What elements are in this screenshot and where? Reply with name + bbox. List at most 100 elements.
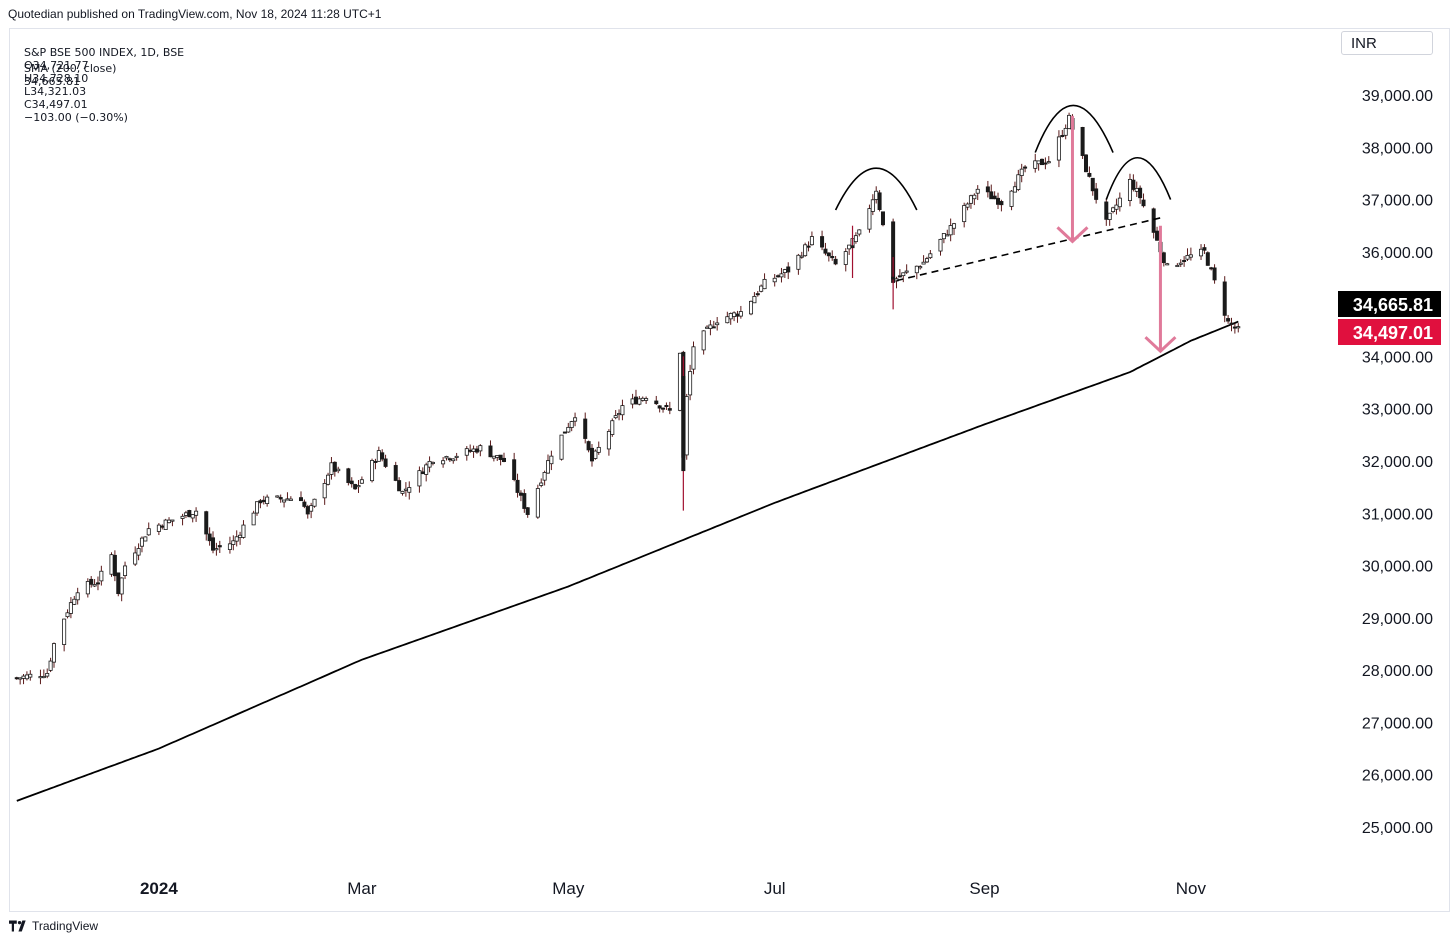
candle-body bbox=[535, 488, 540, 518]
candle bbox=[18, 677, 23, 685]
candle-body bbox=[156, 524, 161, 532]
candle bbox=[833, 256, 838, 266]
candle-body bbox=[85, 581, 90, 595]
candle bbox=[180, 513, 185, 526]
candle bbox=[1114, 198, 1119, 215]
candle-body bbox=[938, 238, 943, 252]
sma-label[interactable]: SMA (200, close) bbox=[24, 62, 117, 75]
sma-line bbox=[16, 320, 1239, 802]
candle-body bbox=[515, 479, 520, 493]
candle-body bbox=[1107, 212, 1112, 220]
symbol-info-line: S&P BSE 500 INDEX, 1D, BSE O34,721.77 H3… bbox=[17, 33, 188, 124]
candle bbox=[1151, 207, 1156, 239]
candle bbox=[298, 491, 303, 502]
y-axis: 39,000.00 38,000.00 37,000.00 36,000.00 34,0… bbox=[1362, 88, 1433, 837]
candle bbox=[48, 657, 53, 673]
annotations-layer bbox=[834, 104, 1177, 354]
candle-body bbox=[495, 455, 500, 458]
candle bbox=[207, 527, 212, 546]
candle-body bbox=[684, 396, 689, 456]
candle bbox=[92, 579, 97, 587]
candle bbox=[471, 445, 476, 458]
candle-body bbox=[112, 554, 117, 577]
candle-body bbox=[762, 278, 767, 290]
candle-body bbox=[518, 492, 523, 496]
candle-body bbox=[1083, 154, 1088, 173]
candle-body bbox=[972, 194, 977, 200]
candle bbox=[454, 452, 459, 461]
candle bbox=[373, 458, 378, 470]
candle-body bbox=[1131, 179, 1136, 190]
tradingview-footer[interactable]: TradingView bbox=[9, 919, 98, 933]
candle bbox=[593, 449, 598, 460]
candle bbox=[914, 265, 919, 280]
candle-body bbox=[664, 405, 669, 408]
candle-body bbox=[1199, 248, 1204, 257]
candle bbox=[583, 412, 588, 444]
chart-frame bbox=[9, 28, 1450, 912]
candle-body bbox=[772, 277, 777, 283]
candle bbox=[918, 265, 923, 270]
candle bbox=[992, 191, 997, 200]
candle bbox=[701, 330, 706, 355]
candle-body bbox=[1134, 188, 1139, 192]
candle-body bbox=[782, 269, 787, 274]
candle-body bbox=[133, 552, 138, 565]
candle-body bbox=[1012, 186, 1017, 193]
candle bbox=[515, 473, 520, 498]
x-tick-label: Jul bbox=[764, 879, 786, 898]
symbol-name[interactable]: S&P BSE 500 INDEX, 1D, BSE bbox=[24, 46, 185, 59]
candle bbox=[491, 455, 496, 462]
candle-body bbox=[606, 431, 611, 450]
candle-body bbox=[474, 448, 479, 453]
candle-body bbox=[1094, 188, 1099, 200]
candle-body bbox=[211, 537, 216, 551]
candle bbox=[562, 431, 567, 434]
candle-body bbox=[735, 313, 740, 317]
candle bbox=[1161, 251, 1166, 267]
currency-selector[interactable]: INR bbox=[1341, 31, 1433, 55]
candle-body bbox=[688, 371, 693, 396]
candle bbox=[464, 446, 469, 461]
candle-body bbox=[427, 460, 432, 468]
candle bbox=[1127, 173, 1132, 207]
candle-body bbox=[897, 275, 902, 278]
candle-body bbox=[965, 203, 970, 208]
candle-body bbox=[373, 460, 378, 463]
candle bbox=[65, 609, 70, 619]
candle bbox=[596, 441, 601, 455]
candle bbox=[441, 457, 446, 468]
candle-body bbox=[633, 396, 638, 405]
candle-spike-body bbox=[891, 276, 896, 280]
candle-body bbox=[1067, 114, 1072, 130]
candle-body bbox=[1056, 136, 1061, 161]
candle-body bbox=[403, 488, 408, 491]
candle-body bbox=[725, 316, 730, 324]
candle-body bbox=[28, 673, 33, 678]
candle-body bbox=[265, 496, 270, 505]
candle-body bbox=[491, 455, 496, 459]
candle-body bbox=[1033, 160, 1038, 169]
candle bbox=[542, 470, 547, 486]
y-tick-label: 27,000.00 bbox=[1362, 715, 1433, 732]
candle bbox=[664, 402, 669, 410]
candle-body bbox=[701, 330, 706, 351]
candle-body bbox=[359, 479, 364, 484]
candle bbox=[14, 676, 19, 680]
candle bbox=[167, 517, 172, 524]
candle bbox=[1094, 182, 1099, 204]
candle bbox=[684, 393, 689, 460]
candle-body bbox=[163, 519, 168, 530]
candle bbox=[1232, 323, 1237, 334]
candle bbox=[116, 572, 121, 597]
candle-body bbox=[996, 197, 1001, 205]
candle-body bbox=[251, 512, 256, 526]
candle bbox=[640, 396, 645, 402]
candle bbox=[1165, 262, 1170, 266]
candle bbox=[728, 312, 733, 325]
candle-body bbox=[593, 450, 598, 459]
candle bbox=[657, 405, 662, 413]
candle-body bbox=[796, 254, 801, 270]
candle bbox=[924, 256, 929, 264]
